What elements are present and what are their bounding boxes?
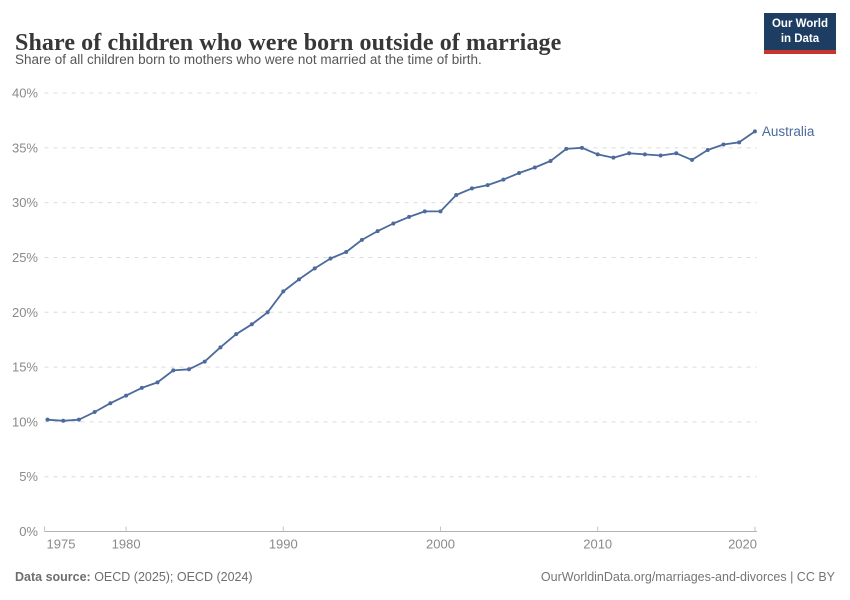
data-point[interactable] bbox=[752, 129, 757, 134]
series-label: Australia bbox=[762, 124, 815, 139]
data-source-label: Data source: bbox=[15, 570, 91, 584]
data-point[interactable] bbox=[737, 140, 742, 145]
owid-logo-line1: Our World bbox=[771, 18, 828, 30]
attribution-link[interactable]: OurWorldinData.org/marriages-and-divorce… bbox=[540, 570, 835, 584]
data-point[interactable] bbox=[532, 165, 537, 170]
data-point[interactable] bbox=[438, 209, 443, 214]
x-tick-label: 1990 bbox=[269, 537, 298, 552]
data-point[interactable] bbox=[391, 221, 396, 226]
data-point[interactable] bbox=[658, 153, 663, 158]
x-tick-label: 2010 bbox=[583, 537, 612, 552]
data-point[interactable] bbox=[454, 192, 459, 197]
data-point[interactable] bbox=[186, 367, 191, 372]
data-point[interactable] bbox=[139, 385, 144, 390]
data-point[interactable] bbox=[721, 142, 726, 147]
y-tick-label: 30% bbox=[12, 195, 38, 210]
data-point[interactable] bbox=[469, 186, 474, 191]
data-point[interactable] bbox=[297, 277, 302, 282]
owid-logo[interactable]: Our World in Data bbox=[763, 13, 836, 54]
y-tick-label: 5% bbox=[19, 469, 38, 484]
data-point[interactable] bbox=[124, 393, 129, 398]
data-point[interactable] bbox=[690, 157, 695, 162]
data-point[interactable] bbox=[45, 417, 50, 422]
x-tick-label: 2020 bbox=[728, 537, 757, 552]
data-point[interactable] bbox=[627, 151, 632, 156]
data-point[interactable] bbox=[202, 359, 207, 364]
data-point[interactable] bbox=[76, 417, 81, 422]
x-tick-label: 1980 bbox=[112, 537, 141, 552]
data-point[interactable] bbox=[375, 229, 380, 234]
data-point[interactable] bbox=[108, 401, 113, 406]
data-source-value: OECD (2025); OECD (2024) bbox=[90, 570, 253, 584]
data-point[interactable] bbox=[155, 380, 160, 385]
data-point[interactable] bbox=[548, 158, 553, 163]
data-point[interactable] bbox=[61, 418, 66, 423]
chart-subtitle: Share of all children born to mothers wh… bbox=[15, 52, 482, 67]
data-source-text: Data source: OECD (2025); OECD (2024) bbox=[15, 570, 253, 584]
data-point[interactable] bbox=[234, 332, 239, 337]
data-point[interactable] bbox=[485, 183, 490, 188]
chart-footer: Data source: OECD (2025); OECD (2024) Ou… bbox=[15, 570, 835, 584]
data-point[interactable] bbox=[92, 410, 97, 415]
x-tick-label: 1975 bbox=[47, 537, 76, 552]
data-point[interactable] bbox=[265, 310, 270, 315]
y-tick-label: 40% bbox=[12, 86, 38, 101]
data-point[interactable] bbox=[249, 322, 254, 327]
data-point[interactable] bbox=[281, 289, 286, 294]
y-tick-label: 15% bbox=[12, 360, 38, 375]
data-point[interactable] bbox=[579, 145, 584, 150]
data-point[interactable] bbox=[171, 368, 176, 373]
data-line[interactable] bbox=[46, 130, 756, 422]
data-point[interactable] bbox=[359, 237, 364, 242]
data-point[interactable] bbox=[328, 256, 333, 261]
data-point[interactable] bbox=[642, 152, 647, 157]
data-point[interactable] bbox=[344, 249, 349, 254]
owid-logo-line2: in Data bbox=[780, 32, 820, 45]
y-tick-label: 20% bbox=[12, 305, 38, 320]
data-point[interactable] bbox=[407, 214, 412, 219]
y-tick-label: 25% bbox=[12, 250, 38, 265]
y-tick-label: 0% bbox=[19, 524, 38, 539]
data-point[interactable] bbox=[564, 146, 569, 151]
chart-title: Share of children who were born outside … bbox=[15, 30, 562, 57]
x-tick-label: 2000 bbox=[426, 537, 455, 552]
data-point[interactable] bbox=[218, 345, 223, 350]
data-point[interactable] bbox=[422, 209, 427, 214]
data-point[interactable] bbox=[674, 151, 679, 156]
data-point[interactable] bbox=[312, 266, 317, 271]
data-point[interactable] bbox=[501, 177, 506, 182]
data-point[interactable] bbox=[705, 148, 710, 153]
data-point[interactable] bbox=[517, 171, 522, 176]
y-tick-label: 10% bbox=[12, 414, 38, 429]
data-point[interactable] bbox=[595, 152, 600, 157]
y-tick-label: 35% bbox=[12, 140, 38, 155]
data-point[interactable] bbox=[611, 155, 616, 160]
